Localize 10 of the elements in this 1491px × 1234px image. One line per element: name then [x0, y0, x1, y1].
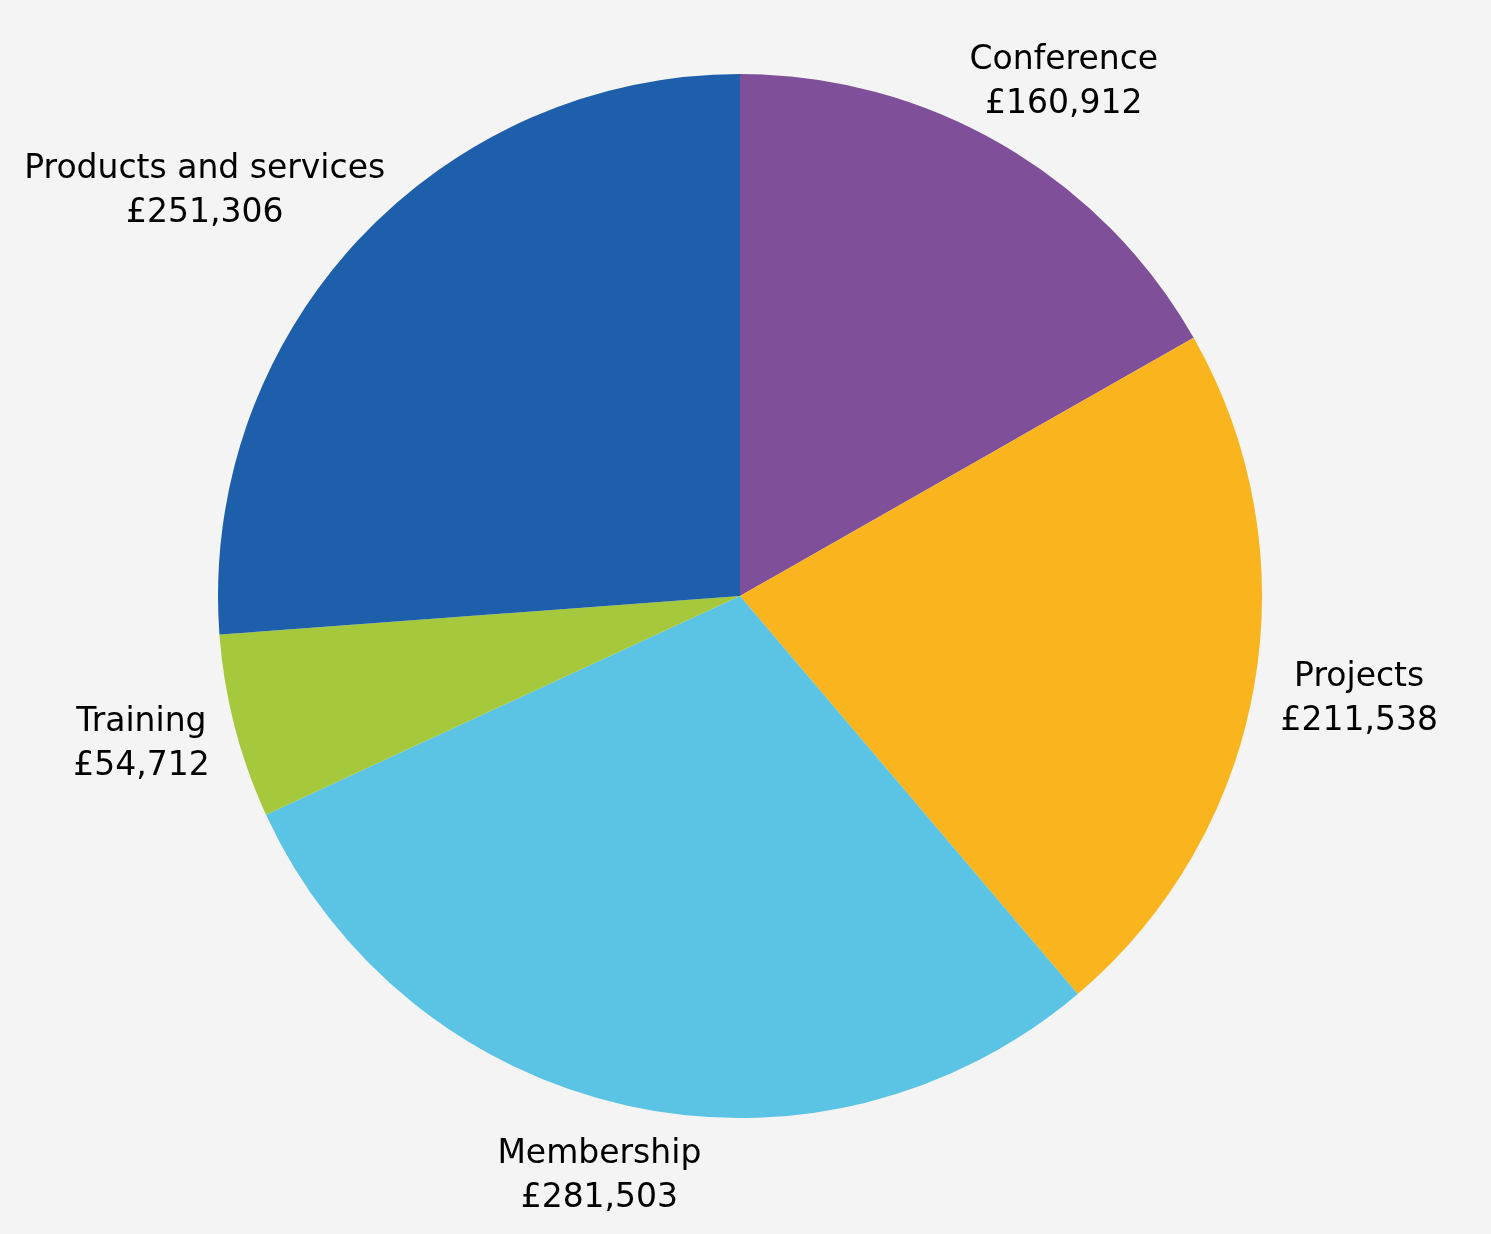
- data-label: £211,538: [1280, 698, 1438, 738]
- data-label: £281,503: [520, 1175, 679, 1215]
- slice-label: Projects: [1294, 654, 1425, 694]
- slice-label: Conference: [969, 38, 1159, 78]
- slice-label: Training: [75, 700, 207, 740]
- data-label: £251,306: [125, 191, 284, 231]
- data-label: £54,712: [73, 744, 210, 784]
- slice-label: Products and services: [24, 147, 386, 187]
- data-label: £160,912: [985, 82, 1143, 122]
- slice-label: Membership: [497, 1131, 702, 1171]
